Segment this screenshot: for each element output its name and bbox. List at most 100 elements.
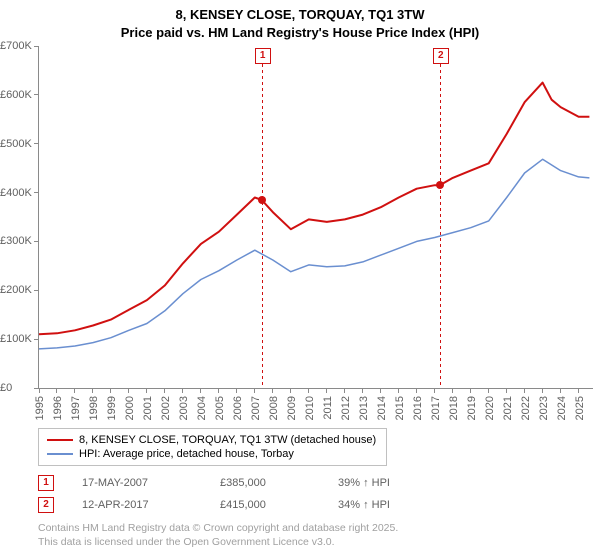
x-axis-tick-label: 2002 — [160, 396, 172, 420]
x-axis-tick — [254, 388, 255, 393]
marker-label-box: 2 — [433, 48, 449, 64]
x-axis-tick-label: 2011 — [322, 396, 334, 420]
legend-label: 8, KENSEY CLOSE, TORQUAY, TQ1 3TW (detac… — [79, 434, 376, 446]
y-axis-tick-label: £100K — [0, 333, 38, 345]
x-axis-tick — [218, 388, 219, 393]
x-axis-tick — [578, 388, 579, 393]
x-axis-tick-label: 2015 — [394, 396, 406, 420]
legend-label: HPI: Average price, detached house, Torb… — [79, 448, 294, 460]
series-line-hpi — [39, 159, 589, 349]
legend-swatch — [47, 439, 73, 441]
y-axis-tick-label: £700K — [0, 40, 38, 52]
title-line1: 8, KENSEY CLOSE, TORQUAY, TQ1 3TW — [0, 6, 600, 24]
attribution-text: Contains HM Land Registry data © Crown c… — [38, 522, 398, 549]
x-axis-tick-label: 2000 — [124, 396, 136, 420]
x-axis-tick — [470, 388, 471, 393]
data-row-marker: 2 — [38, 497, 54, 513]
x-axis-tick — [200, 388, 201, 393]
data-row-date: 12-APR-2017 — [82, 499, 192, 511]
x-axis-tick — [110, 388, 111, 393]
chart-lines-svg — [39, 46, 593, 388]
x-axis-tick — [272, 388, 273, 393]
x-axis-tick — [416, 388, 417, 393]
x-axis-tick-label: 2021 — [502, 396, 514, 420]
x-axis-tick — [74, 388, 75, 393]
x-axis-tick-label: 2001 — [142, 396, 154, 420]
x-axis-tick-label: 2023 — [538, 396, 550, 420]
y-axis-tick-label: £400K — [0, 187, 38, 199]
x-axis-tick-label: 2010 — [304, 396, 316, 420]
data-row-delta: 39% ↑ HPI — [338, 477, 390, 489]
marker-guideline — [440, 64, 441, 388]
data-row-price: £385,000 — [220, 477, 310, 489]
x-axis-tick-label: 1998 — [88, 396, 100, 420]
x-axis-tick-label: 2020 — [484, 396, 496, 420]
x-axis-tick — [560, 388, 561, 393]
legend-item: 8, KENSEY CLOSE, TORQUAY, TQ1 3TW (detac… — [47, 433, 376, 447]
x-axis-tick-label: 1999 — [106, 396, 118, 420]
x-axis-tick-label: 2022 — [520, 396, 532, 420]
x-axis-tick-label: 2012 — [340, 396, 352, 420]
series-line-price_paid — [39, 83, 589, 335]
title-line2: Price paid vs. HM Land Registry's House … — [0, 24, 600, 42]
marker-label-box: 1 — [255, 48, 271, 64]
x-axis-tick — [146, 388, 147, 393]
x-axis-tick-label: 1996 — [52, 396, 64, 420]
marker-guideline — [262, 64, 263, 388]
x-axis-tick — [236, 388, 237, 393]
x-axis-tick — [92, 388, 93, 393]
x-axis-tick — [362, 388, 363, 393]
marker-data-table: 1 17-MAY-2007 £385,000 39% ↑ HPI 2 12-APR-201… — [38, 472, 390, 516]
x-axis-tick — [506, 388, 507, 393]
chart-title: 8, KENSEY CLOSE, TORQUAY, TQ1 3TW Price … — [0, 0, 600, 43]
data-table-row: 1 17-MAY-2007 £385,000 39% ↑ HPI — [38, 472, 390, 494]
marker-point-dot — [436, 181, 444, 189]
x-axis-tick-label: 1997 — [70, 396, 82, 420]
x-axis-tick-label: 2007 — [250, 396, 262, 420]
x-axis-tick-label: 2013 — [358, 396, 370, 420]
x-axis-tick-label: 2006 — [232, 396, 244, 420]
x-axis-tick — [488, 388, 489, 393]
x-axis-tick — [542, 388, 543, 393]
x-axis-tick — [56, 388, 57, 393]
x-axis-tick-label: 2018 — [448, 396, 460, 420]
x-axis-tick-label: 2014 — [376, 396, 388, 420]
x-axis-tick-label: 2003 — [178, 396, 190, 420]
data-row-date: 17-MAY-2007 — [82, 477, 192, 489]
x-axis-tick-label: 2005 — [214, 396, 226, 420]
y-axis-tick-label: £300K — [0, 235, 38, 247]
x-axis-tick-label: 2016 — [412, 396, 424, 420]
y-axis-tick-label: £0 — [0, 382, 38, 394]
x-axis-tick-label: 2025 — [574, 396, 586, 420]
x-axis-tick — [398, 388, 399, 393]
x-axis-tick-label: 2009 — [286, 396, 298, 420]
x-axis-tick — [128, 388, 129, 393]
y-axis-tick-label: £500K — [0, 138, 38, 150]
legend-box: 8, KENSEY CLOSE, TORQUAY, TQ1 3TW (detac… — [38, 428, 387, 466]
y-axis-tick-label: £600K — [0, 89, 38, 101]
x-axis-tick — [524, 388, 525, 393]
attribution-line2: This data is licensed under the Open Gov… — [38, 536, 398, 550]
data-row-delta: 34% ↑ HPI — [338, 499, 390, 511]
data-row-marker: 1 — [38, 475, 54, 491]
x-axis-tick — [452, 388, 453, 393]
legend-swatch — [47, 453, 73, 455]
y-axis-tick-label: £200K — [0, 284, 38, 296]
x-axis-tick — [290, 388, 291, 393]
x-axis-tick — [434, 388, 435, 393]
x-axis-tick-label: 2019 — [466, 396, 478, 420]
x-axis-tick — [344, 388, 345, 393]
x-axis-tick — [326, 388, 327, 393]
chart-plot-area: 12 — [38, 46, 593, 389]
legend-item: HPI: Average price, detached house, Torb… — [47, 447, 376, 461]
data-table-row: 2 12-APR-2017 £415,000 34% ↑ HPI — [38, 494, 390, 516]
attribution-line1: Contains HM Land Registry data © Crown c… — [38, 522, 398, 536]
x-axis-tick-label: 1995 — [34, 396, 46, 420]
x-axis-tick — [182, 388, 183, 393]
x-axis-tick — [164, 388, 165, 393]
x-axis-tick-label: 2004 — [196, 396, 208, 420]
x-axis-tick — [308, 388, 309, 393]
data-row-price: £415,000 — [220, 499, 310, 511]
x-axis-tick-label: 2017 — [430, 396, 442, 420]
x-axis-tick-label: 2024 — [556, 396, 568, 420]
